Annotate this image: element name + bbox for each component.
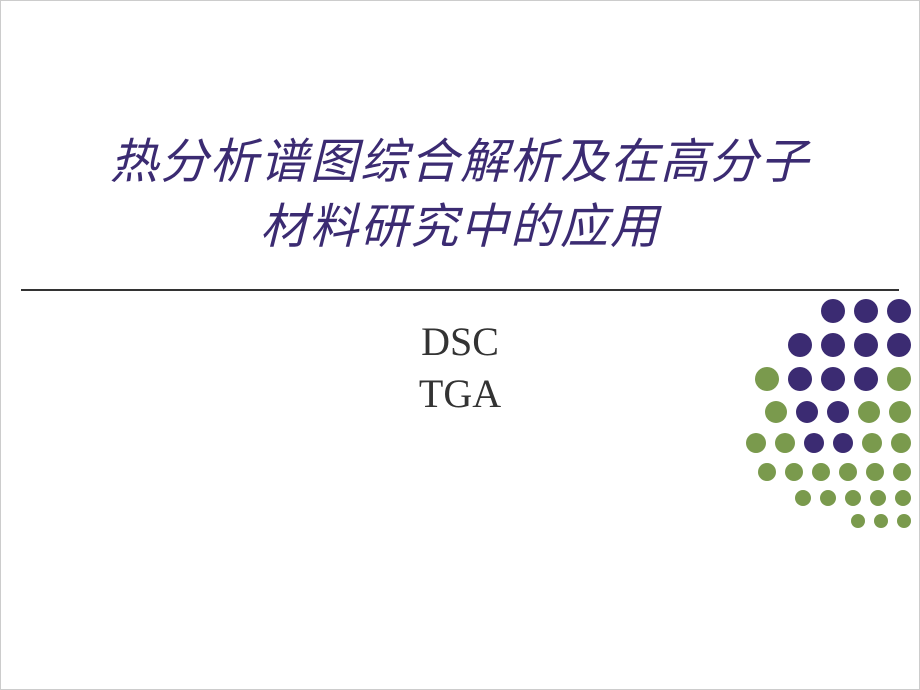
dot bbox=[758, 463, 776, 481]
dot bbox=[812, 463, 830, 481]
dot bbox=[851, 514, 865, 528]
dot-row bbox=[795, 490, 911, 506]
dot bbox=[887, 367, 911, 391]
dot bbox=[854, 299, 878, 323]
dot bbox=[755, 367, 779, 391]
dot bbox=[821, 367, 845, 391]
dot-row bbox=[758, 463, 911, 481]
dot bbox=[839, 463, 857, 481]
dot-row bbox=[746, 433, 911, 453]
dot bbox=[887, 299, 911, 323]
dot bbox=[862, 433, 882, 453]
dot bbox=[858, 401, 880, 423]
dot bbox=[765, 401, 787, 423]
dot bbox=[804, 433, 824, 453]
dot bbox=[833, 433, 853, 453]
dot bbox=[796, 401, 818, 423]
dot bbox=[854, 333, 878, 357]
dot bbox=[887, 333, 911, 357]
dot-row bbox=[788, 333, 911, 357]
dot-row bbox=[765, 401, 911, 423]
dot bbox=[895, 490, 911, 506]
dot bbox=[795, 490, 811, 506]
dot bbox=[821, 299, 845, 323]
dot bbox=[891, 433, 911, 453]
title-area: 热分析谱图综合解析及在高分子 材料研究中的应用 bbox=[61, 131, 859, 261]
dot bbox=[897, 514, 911, 528]
dot bbox=[893, 463, 911, 481]
dot bbox=[820, 490, 836, 506]
title-line2: 材料研究中的应用 bbox=[61, 196, 859, 261]
dot bbox=[845, 490, 861, 506]
dot bbox=[788, 367, 812, 391]
title-line1: 热分析谱图综合解析及在高分子 bbox=[61, 131, 859, 196]
slide: 热分析谱图综合解析及在高分子 材料研究中的应用 DSC TGA bbox=[0, 0, 920, 690]
dot bbox=[874, 514, 888, 528]
dot bbox=[775, 433, 795, 453]
dot bbox=[788, 333, 812, 357]
dot bbox=[785, 463, 803, 481]
dot-row bbox=[755, 367, 911, 391]
dot-row bbox=[851, 514, 911, 528]
dot bbox=[889, 401, 911, 423]
dot-pattern bbox=[731, 289, 911, 639]
dot bbox=[821, 333, 845, 357]
dot bbox=[827, 401, 849, 423]
dot bbox=[854, 367, 878, 391]
dot bbox=[746, 433, 766, 453]
dot-row bbox=[821, 299, 911, 323]
dot bbox=[866, 463, 884, 481]
dot bbox=[870, 490, 886, 506]
